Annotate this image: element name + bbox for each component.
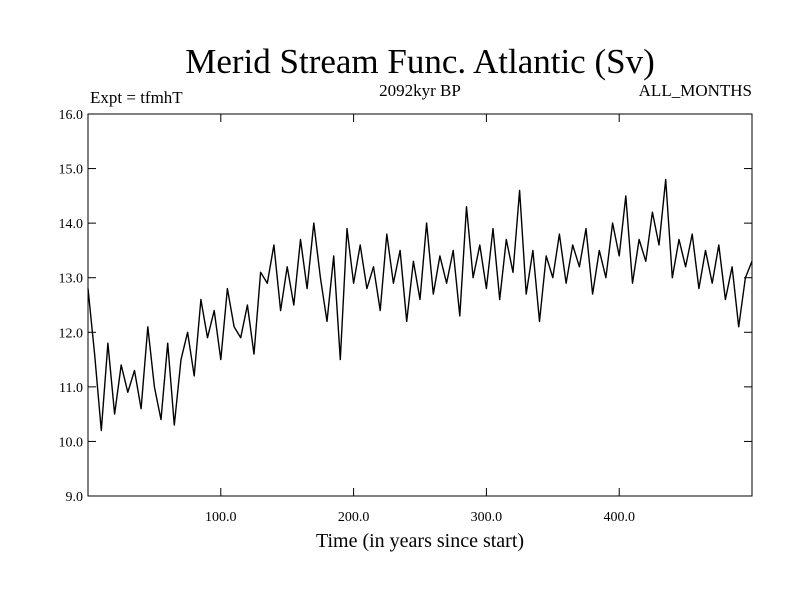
period-label: 2092kyr BP bbox=[379, 81, 461, 100]
months-label: ALL_MONTHS bbox=[639, 81, 752, 100]
y-tick-label: 13.0 bbox=[59, 272, 84, 287]
y-tick-label: 14.0 bbox=[59, 217, 84, 232]
plot-frame bbox=[87, 113, 753, 497]
chart-title: Merid Stream Func. Atlantic (Sv) bbox=[185, 42, 655, 81]
y-tick-label: 16.0 bbox=[59, 108, 84, 123]
x-tick-label: 200.0 bbox=[338, 510, 370, 525]
experiment-label: Expt = tfmhT bbox=[90, 88, 183, 107]
y-tick-label: 10.0 bbox=[59, 435, 84, 450]
x-axis-label: Time (in years since start) bbox=[316, 530, 524, 552]
x-tick-label: 400.0 bbox=[603, 510, 635, 525]
series-line bbox=[87, 178, 753, 432]
y-tick-label: 12.0 bbox=[59, 326, 84, 341]
y-tick-label: 9.0 bbox=[66, 490, 84, 505]
y-tick-label: 15.0 bbox=[59, 163, 84, 178]
x-tick-label: 300.0 bbox=[471, 510, 503, 525]
y-tick-label: 11.0 bbox=[59, 381, 83, 396]
x-tick-label: 100.0 bbox=[205, 510, 237, 525]
